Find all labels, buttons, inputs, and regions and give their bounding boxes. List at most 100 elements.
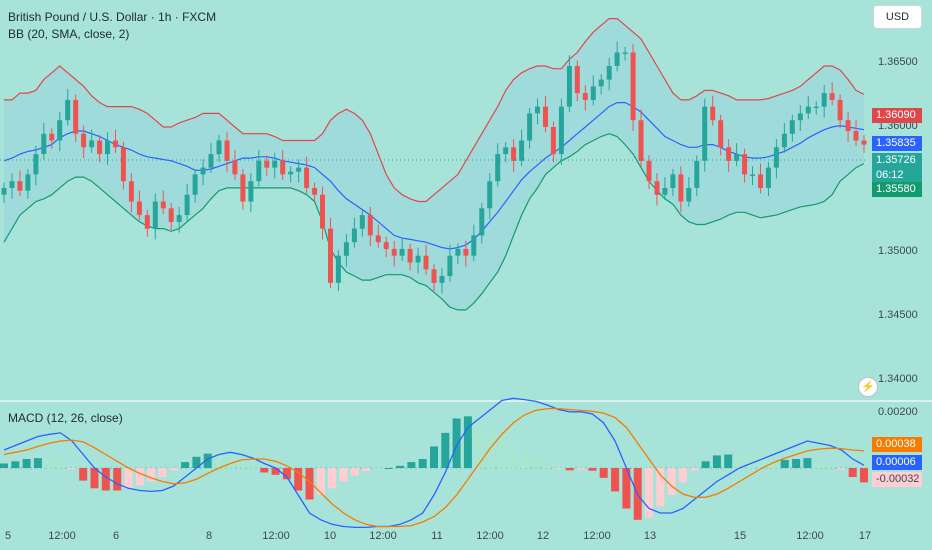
- currency-button[interactable]: USD: [873, 5, 922, 29]
- candle-body: [439, 276, 445, 283]
- candle-body: [335, 255, 341, 283]
- candle-body: [208, 154, 214, 168]
- candle-body: [1, 187, 7, 195]
- candle-body: [758, 174, 763, 188]
- macd-histogram-bar: [248, 467, 257, 469]
- candle-body: [662, 187, 668, 195]
- candle-body: [487, 181, 493, 209]
- candle-body: [248, 181, 254, 202]
- candle-body: [81, 133, 87, 148]
- macd-legend[interactable]: MACD (12, 26, close): [8, 411, 123, 425]
- candle-body: [718, 120, 724, 148]
- macd-histogram-bar: [430, 446, 438, 468]
- time-label: 13: [643, 530, 657, 542]
- macd-histogram-bar: [135, 468, 144, 486]
- candle-body: [765, 167, 771, 188]
- candle-body: [837, 99, 843, 121]
- time-label: 11: [431, 530, 443, 542]
- macd-histogram-bar: [113, 468, 122, 491]
- candle-body: [447, 255, 453, 276]
- macd-histogram-bar: [418, 459, 427, 468]
- bb-legend[interactable]: BB (20, SMA, close, 2): [8, 27, 130, 41]
- candle-body: [168, 208, 174, 222]
- candle-body: [495, 154, 501, 182]
- candle-body: [97, 140, 103, 155]
- time-label: 17: [858, 530, 872, 542]
- candle-body: [845, 120, 851, 131]
- candle-body: [113, 140, 118, 148]
- candle-body: [750, 174, 755, 176]
- candle-body: [622, 52, 628, 54]
- candle-body: [781, 133, 787, 148]
- candle-body: [73, 99, 79, 134]
- candle-body: [49, 133, 55, 141]
- candle-body: [670, 174, 676, 188]
- candle-body: [550, 127, 556, 155]
- candle-body: [176, 215, 182, 222]
- candle-body: [383, 242, 389, 249]
- candle-body: [702, 106, 708, 161]
- time-label: 12:00: [48, 530, 76, 542]
- candle-body: [192, 174, 198, 195]
- macd-histogram-bar: [758, 459, 767, 468]
- lightning-icon[interactable]: ⚡: [858, 377, 878, 397]
- candle-body: [184, 194, 190, 215]
- candle-body: [367, 215, 373, 236]
- candle-body: [463, 248, 469, 256]
- time-label: 12: [536, 530, 550, 542]
- macd-histogram-bar: [407, 462, 416, 468]
- macd-histogram-bar: [826, 465, 835, 468]
- macd-histogram-bar: [215, 454, 223, 468]
- time-label: 12:00: [262, 530, 290, 542]
- macd-histogram-bar: [724, 454, 733, 468]
- macd-histogram-bar: [56, 459, 65, 468]
- candle-body: [566, 66, 572, 107]
- macd-pane-plot: [0, 397, 868, 529]
- candle-body: [606, 66, 612, 80]
- candle-body: [89, 140, 95, 148]
- candle-body: [710, 106, 716, 121]
- candle-body: [797, 113, 803, 121]
- time-label: 5: [4, 530, 12, 542]
- time-label: 10: [323, 530, 337, 542]
- candle-body: [789, 120, 795, 134]
- candle-body: [574, 66, 580, 94]
- time-label: 12:00: [796, 530, 824, 542]
- macd-histogram-bar: [780, 459, 789, 468]
- macd-histogram-bar: [147, 468, 156, 482]
- macd-signal-line: [3, 407, 865, 528]
- price-candles: [1, 41, 867, 294]
- candle-body: [646, 160, 652, 182]
- macd-histogram-bar: [396, 465, 405, 469]
- macd-histogram-bar: [611, 468, 620, 492]
- price-label-136000: 1.36000: [878, 120, 918, 132]
- macd-histogram-bar: [769, 459, 778, 468]
- macd-histogram-bar: [792, 459, 801, 468]
- candle-body: [527, 113, 533, 141]
- candle-body: [152, 201, 158, 229]
- candle-body: [431, 269, 437, 283]
- macd-histogram-bar: [690, 468, 699, 471]
- candle-body: [829, 93, 835, 100]
- macd-histogram-bar: [837, 468, 846, 470]
- price-label-136500: 1.36500: [878, 56, 918, 68]
- price-label-134500: 1.34500: [878, 309, 918, 321]
- macd-value-tag: 0.00006: [872, 455, 922, 470]
- candle-body: [519, 140, 525, 161]
- macd-histogram-bar: [271, 468, 280, 475]
- symbol-legend[interactable]: British Pound / U.S. Dollar · 1h · FXCM: [8, 10, 217, 24]
- candle-body: [455, 248, 461, 256]
- candle-body: [543, 106, 548, 127]
- macd-histogram-tag: -0.00032: [872, 472, 922, 487]
- macd-histogram-bar: [384, 468, 393, 469]
- candle-body: [65, 99, 71, 121]
- bb-upper-tag: 1.36090: [872, 108, 922, 123]
- candle-body: [264, 160, 270, 168]
- candle-body: [200, 167, 206, 175]
- macd-axis-label-top: 0.00200: [878, 406, 918, 418]
- macd-histogram-bar: [339, 468, 348, 482]
- candle-body: [861, 140, 867, 145]
- candle-body: [415, 255, 421, 263]
- time-label: 12:00: [476, 530, 504, 542]
